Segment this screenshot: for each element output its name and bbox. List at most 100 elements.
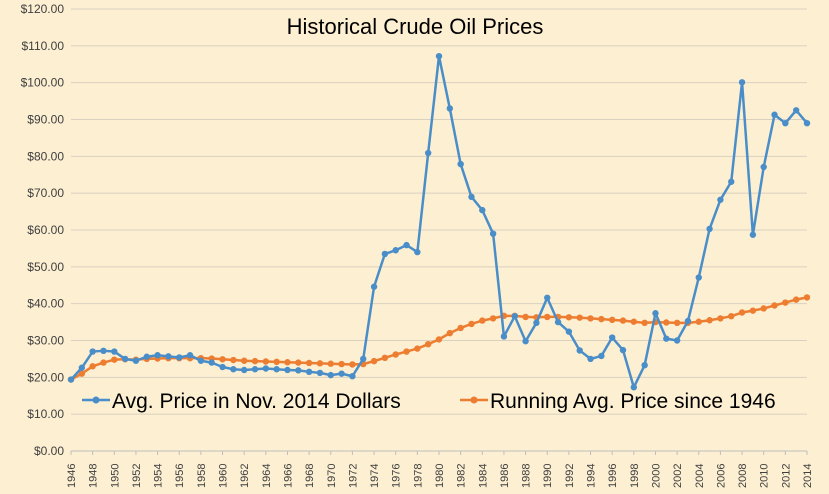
y-tick-label: $50.00 [27,260,64,274]
x-tick-label: 1962 [239,464,251,488]
data-point [240,357,248,364]
data-point [349,361,356,368]
legend-label: Running Avg. Price since 1946 [490,390,776,413]
data-point [111,356,118,363]
legend-label: Avg. Price in Nov. 2014 Dollars [112,390,401,413]
x-tick-label: 1960 [218,464,230,488]
x-tick-label: 1970 [326,464,338,488]
data-point [565,314,573,321]
x-tick-label: 1952 [131,464,143,488]
data-point [316,360,324,367]
data-point [511,312,518,320]
x-tick-label: 1950 [109,464,121,488]
x-tick-label: 2014 [802,464,814,488]
data-point [608,316,616,324]
data-point [522,338,529,345]
data-point [663,335,670,342]
y-tick-label: $120.00 [21,2,65,16]
data-point [100,359,107,366]
x-tick-label: 1982 [456,464,468,488]
data-point [392,351,399,358]
data-point [305,359,313,367]
x-tick-label: 1968 [304,464,316,488]
x-tick-label: 1994 [586,464,598,488]
data-point [782,299,789,306]
data-point [479,317,486,324]
y-tick-label: $30.00 [27,334,64,348]
data-point [154,352,161,359]
data-point [327,360,334,367]
data-point [295,359,302,366]
x-tick-label: 1978 [412,464,424,488]
data-point [219,356,226,363]
data-point [782,119,789,127]
y-tick-label: $110.00 [22,39,65,53]
y-tick-label: $0.00 [34,444,64,458]
data-point [728,178,735,185]
data-point [67,376,75,383]
data-point [273,366,280,373]
data-point [251,366,259,373]
y-tick-label: $10.00 [27,407,64,421]
data-point [273,358,280,366]
data-point [749,231,757,238]
data-point [706,317,713,324]
data-point [630,318,638,325]
y-tick-label: $70.00 [27,186,64,200]
data-point [240,366,248,374]
data-point [360,355,367,363]
data-point [479,206,486,214]
data-point [424,149,432,157]
y-tick-label: $80.00 [27,149,64,163]
y-tick-label: $40.00 [27,297,64,311]
data-point [143,353,150,360]
data-point [370,283,378,290]
data-point [544,313,551,321]
x-tick-label: 1966 [282,464,294,488]
legend-swatch-marker [470,396,478,404]
data-point [598,352,605,360]
data-point [446,329,454,337]
data-point [435,336,443,343]
x-tick-label: 1964 [261,464,273,488]
data-point [381,250,389,258]
data-point [424,340,432,348]
data-point [414,345,421,352]
x-tick-label: 2010 [759,464,771,488]
data-point [392,247,399,254]
data-point [186,352,194,359]
data-point [630,384,638,391]
data-point [284,366,291,374]
data-point [792,107,800,114]
data-point [489,315,497,322]
series-layer [67,52,811,391]
y-tick-label: $90.00 [27,113,64,127]
data-point [608,334,616,341]
data-point [251,357,259,365]
x-tick-label: 1988 [521,464,533,488]
data-point [684,317,692,325]
data-point [717,315,724,322]
x-tick-label: 1946 [66,464,78,488]
data-point [338,370,345,377]
data-point [728,312,735,320]
x-tick-label: 1992 [564,464,576,488]
x-tick-label: 1990 [542,464,554,488]
data-point [500,333,508,340]
data-point [598,315,605,323]
data-point [284,359,291,366]
x-tick-label: 1980 [434,464,446,488]
x-tick-label: 1996 [607,464,619,488]
x-tick-label: 1956 [174,464,186,488]
data-point [230,366,237,373]
data-point [587,315,594,322]
data-point [100,347,107,355]
data-point [565,328,573,335]
data-point [771,111,778,118]
data-point [619,317,627,324]
data-point [338,360,345,368]
data-point [121,355,129,363]
data-point [576,314,583,321]
x-tick-label: 2012 [780,464,792,488]
